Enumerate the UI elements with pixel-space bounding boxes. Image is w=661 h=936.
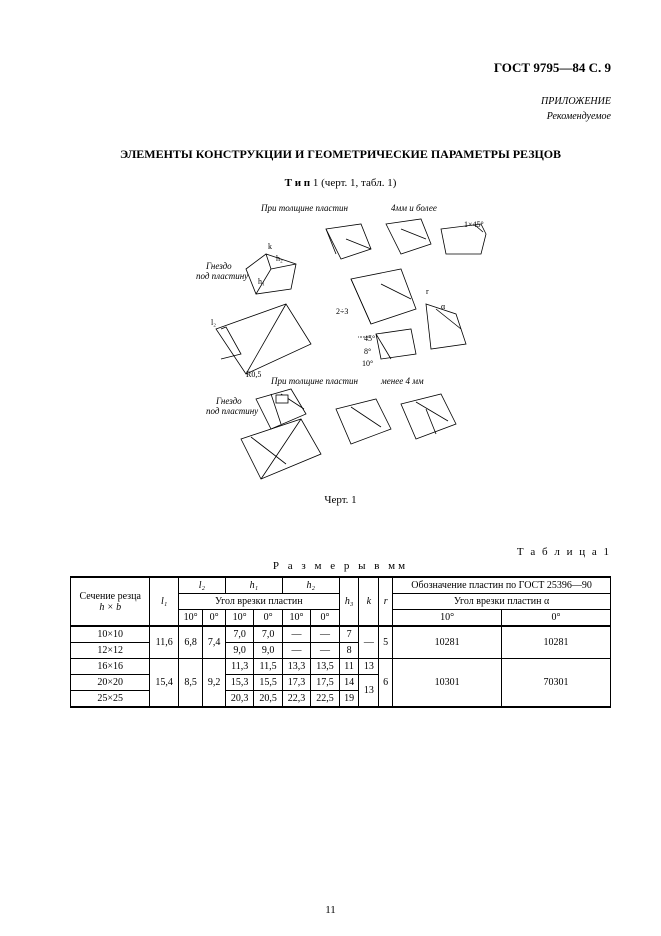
diag-top2: 4мм и более [391,203,437,213]
a2-3: 2÷3 [336,307,348,316]
table-row: 10×10 11,6 6,8 7,4 7,0 7,0 — — 7 — 5 102… [71,626,611,643]
th-k: k [359,577,379,626]
th-l2-0: 0° [203,610,226,627]
a8: 8° [364,347,371,356]
th-h1-0: 0° [254,610,282,627]
dimensions-label: Р а з м е р ы в мм [70,560,611,572]
appendix-label: ПРИЛОЖЕНИЕ [70,96,611,107]
h1-label: h₁ [258,277,265,286]
k-label: k [268,242,272,251]
type-title: Т и п 1 (черт. 1, табл. 1) [70,177,611,189]
type-prefix: Т и п [285,177,311,189]
pod2: под пластину [206,406,258,416]
th-r: r [379,577,393,626]
ang45: 45° [364,334,375,343]
gnez2: Гнездо [215,396,242,406]
th-h3: h₃ [339,577,359,626]
h2-label: h₂ [276,254,283,263]
diag-mid: При толщине пластин [270,376,358,386]
figure-caption: Черт. 1 [70,494,611,506]
th-h1: h₁ [225,577,282,594]
th-h2-10: 10° [282,610,310,627]
technical-drawing: При толщине пластин 4мм и более 1×45° Гн… [176,199,506,489]
th-section: Сечение резца h × b [71,577,150,626]
th-plate: Обозначение пластин по ГОСТ 25396—90 [393,577,611,594]
type-rest: 1 (черт. 1, табл. 1) [310,177,396,189]
pod1: под пластину [196,271,248,281]
recommend-label: Рекомендуемое [70,111,611,122]
page-number: 11 [0,904,661,916]
main-title: ЭЛЕМЕНТЫ КОНСТРУКЦИИ И ГЕОМЕТРИЧЕСКИЕ ПА… [70,147,611,162]
th-cutangle: Угол врезки пластин [178,594,339,610]
a10: 10° [362,359,373,368]
th-l2: l₂ [178,577,225,594]
table-row: 16×16 15,4 8,5 9,2 11,3 11,5 13,3 13,5 1… [71,659,611,675]
th-p10: 10° [393,610,502,627]
th-p0: 0° [502,610,611,627]
th-l1: l₁ [150,577,178,626]
r-label: r [426,287,429,296]
diag-mid2: менее 4 мм [380,376,424,386]
l2-label: l₂ [211,318,216,327]
table-number: Т а б л и ц а 1 [70,546,611,558]
diag-top1: При толщине пластин [260,203,348,213]
th-h2: h₂ [282,577,339,594]
th-h2-0: 0° [311,610,339,627]
th-l2-10: 10° [178,610,202,627]
gnez1: Гнездо [205,261,232,271]
dimensions-table: Сечение резца h × b l₁ l₂ h₁ h₂ h₃ k r О… [70,576,611,708]
header-code: ГОСТ 9795—84 С. 9 [70,60,611,76]
r05: R0,5 [246,370,261,379]
th-cutangle-a: Угол врезки пластин α [393,594,611,610]
th-h1-10: 10° [225,610,253,627]
